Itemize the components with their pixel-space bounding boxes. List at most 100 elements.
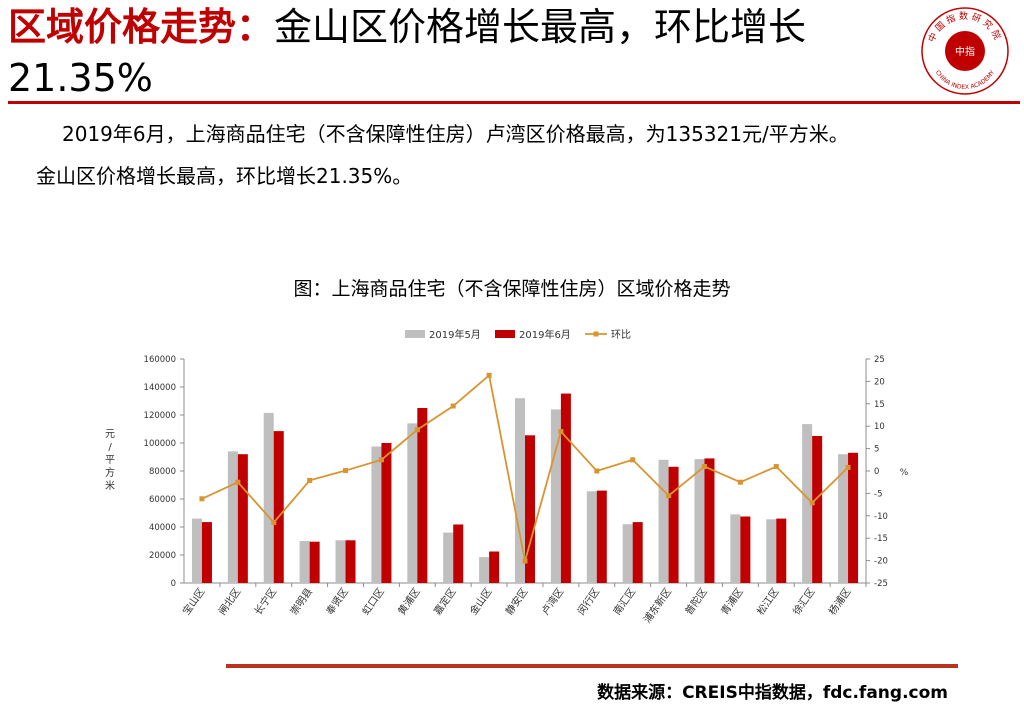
bar-2019-05 [227,451,238,583]
title-line2: 21.35% [8,56,153,100]
x-tick-label: 嘉定区 [431,585,459,617]
x-tick-label: 徐汇区 [790,585,818,617]
x-tick-label: 静安区 [503,585,531,617]
mom-point [701,464,707,470]
y-tick-label: 80000 [149,467,176,477]
bar-2019-06 [740,516,751,583]
x-tick-label: 奉贤区 [323,585,351,617]
y-axis-label-char: 米 [105,479,115,492]
x-tick-label: 卢湾区 [538,585,566,617]
y2-tick-label: -15 [874,534,888,544]
bar-2019-06 [668,466,679,583]
bar-2019-05 [407,423,418,583]
mom-point [809,500,815,506]
mom-point [558,429,564,435]
y2-tick-label: -20 [874,557,888,567]
bar-2019-05 [371,446,382,583]
bar-2019-06 [417,408,428,583]
bar-2019-06 [273,431,284,583]
legend-swatch-marker [593,331,599,337]
mom-point [666,493,672,499]
y-axis-label-char: 平 [105,455,115,466]
y2-tick-label: 25 [874,355,885,365]
bar-2019-05 [263,412,274,583]
bar-2019-05 [730,514,741,583]
bar-2019-06 [237,454,248,583]
mom-point [522,558,528,564]
bar-2019-06 [776,518,787,583]
mom-point [235,479,241,485]
bar-2019-05 [766,519,777,583]
mom-point [307,477,313,483]
x-tick-label: 金山区 [467,585,495,617]
legend-label: 2019年6月 [519,328,571,341]
mom-point [486,372,492,378]
logo-ring [921,7,1009,95]
legend-swatch [495,330,515,338]
logo-center [945,31,985,71]
y-tick-label: 120000 [144,411,176,421]
mom-point [845,464,851,470]
mom-point [737,479,743,485]
mom-point [378,457,384,463]
bar-2019-05 [550,409,561,583]
x-tick-label: 青浦区 [718,585,746,617]
bar-2019-05 [838,454,849,583]
bar-2019-05 [299,541,310,583]
mom-point [343,468,349,474]
y2-tick-label: 20 [874,377,885,387]
y2-tick-label: 10 [874,422,885,432]
x-tick-label: 宝山区 [180,585,208,617]
title-rest: 金山区价格增长最高，环比增长 [274,5,807,49]
x-tick-label: 松江区 [754,585,782,617]
logo-center-text: 中指 [955,45,975,58]
x-tick-label: 闵行区 [574,585,602,617]
bar-2019-05 [802,424,813,583]
legend-label: 2019年5月 [429,328,481,341]
mom-point [630,457,636,463]
source-divider [226,664,958,668]
y2-tick-label: -10 [874,512,888,522]
bar-2019-06 [381,443,392,583]
mom-point [594,468,600,474]
mom-point [414,427,420,433]
bar-2019-06 [560,393,571,583]
bar-2019-06 [525,435,535,583]
legend-swatch [405,330,425,338]
bar-2019-05 [658,459,669,583]
mom-point [773,464,779,470]
bar-2019-05 [191,518,202,583]
x-tick-label: 长宁区 [251,585,279,617]
x-tick-label: 黄浦区 [395,585,423,617]
y2-tick-label: 5 [874,445,879,455]
y2-tick-label: 0 [874,467,879,477]
bar-2019-06 [704,458,715,583]
page-title: 区域价格走势：金山区价格增长最高，环比增长 [8,4,806,50]
chart-title: 图：上海商品住宅（不含保障性住房）区域价格走势 [293,278,731,300]
bar-2019-06 [201,522,212,583]
mom-point [199,496,205,502]
bar-2019-05 [515,398,525,583]
bar-2019-05 [586,491,597,583]
bar-2019-05 [335,540,346,583]
y-tick-label: 0 [171,579,176,589]
bar-2019-06 [812,436,823,583]
x-tick-label: 普陀区 [682,585,710,617]
y2-tick-label: -5 [874,489,882,499]
bar-2019-06 [453,524,464,583]
x-tick-label: 闸北区 [215,585,243,617]
logo: 中国指数研究院 CHINA INDEX ACADEMY 中指 [921,7,1009,95]
x-tick-label: 浦东新区 [640,585,674,625]
y-tick-label: 100000 [144,439,176,449]
y-axis-label-char: 元 [105,429,115,440]
title-highlight: 区域价格走势： [8,5,275,49]
y2-axis-label: % [900,468,909,478]
bar-2019-06 [489,551,500,583]
bar-2019-05 [694,459,705,583]
mom-point [271,520,277,526]
y-axis-label-char: / [108,442,112,453]
bar-2019-06 [632,522,643,583]
y2-tick-label: -25 [874,579,888,589]
y-tick-label: 60000 [149,495,176,505]
legend-label: 环比 [611,329,631,341]
